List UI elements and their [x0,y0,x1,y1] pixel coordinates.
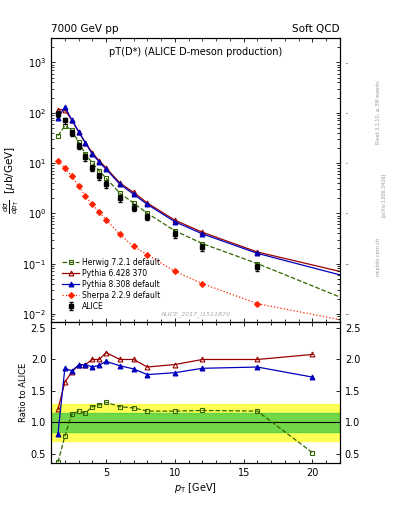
Pythia 8.308 default [173,219,177,225]
Sherpa 2.2.9 default [145,252,150,258]
Herwig 7.2.1 default [56,133,61,139]
Pythia 6.428 370 [118,180,122,186]
Pythia 6.428 370 [255,249,260,255]
Text: ALICE_2017_I1511870: ALICE_2017_I1511870 [160,312,231,317]
Pythia 6.428 370 [76,129,81,135]
Pythia 6.428 370 [97,158,101,164]
Herwig 7.2.1 default [131,200,136,206]
Herwig 7.2.1 default [145,210,150,217]
Pythia 6.428 370 [56,106,61,113]
Herwig 7.2.1 default [255,261,260,267]
Bar [51,403,340,441]
Pythia 8.308 default [104,166,108,173]
Herwig 7.2.1 default [200,241,205,247]
Herwig 7.2.1 default [76,139,81,145]
Herwig 7.2.1 default [97,168,101,174]
Pythia 8.308 default [131,191,136,197]
Sherpa 2.2.9 default [200,281,205,287]
Text: Rivet 3.1.10, ≥ 3M events: Rivet 3.1.10, ≥ 3M events [376,81,380,144]
Y-axis label: Ratio to ALICE: Ratio to ALICE [19,363,28,422]
Text: [arXiv:1306.3436]: [arXiv:1306.3436] [381,173,386,217]
Legend: Herwig 7.2.1 default, Pythia 6.428 370, Pythia 8.308 default, Sherpa 2.2.9 defau: Herwig 7.2.1 default, Pythia 6.428 370, … [61,257,162,312]
Herwig 7.2.1 default [365,305,370,311]
Sherpa 2.2.9 default [118,231,122,238]
Herwig 7.2.1 default [118,190,122,197]
Pythia 8.308 default [145,201,150,207]
Pythia 6.428 370 [145,200,150,206]
Sherpa 2.2.9 default [62,165,67,171]
Text: pT(D*) (ALICE D-meson production): pT(D*) (ALICE D-meson production) [109,47,282,57]
Y-axis label: $\frac{d\sigma}{dp_\mathrm{T}}$  [$\mu$b/GeV]: $\frac{d\sigma}{dp_\mathrm{T}}$ [$\mu$b/… [2,146,21,214]
Sherpa 2.2.9 default [131,243,136,249]
Pythia 6.428 370 [200,229,205,236]
Pythia 6.428 370 [365,275,370,281]
Sherpa 2.2.9 default [56,158,61,164]
Pythia 6.428 370 [83,140,88,146]
Pythia 8.308 default [56,115,61,121]
Sherpa 2.2.9 default [90,201,95,207]
Pythia 8.308 default [62,104,67,110]
Herwig 7.2.1 default [62,123,67,129]
Herwig 7.2.1 default [173,228,177,234]
Pythia 8.308 default [97,159,101,165]
Sherpa 2.2.9 default [104,217,108,223]
Sherpa 2.2.9 default [365,322,370,328]
Herwig 7.2.1 default [69,127,74,133]
Pythia 6.428 370 [104,165,108,171]
Pythia 6.428 370 [173,217,177,223]
Line: Sherpa 2.2.9 default: Sherpa 2.2.9 default [56,159,369,327]
Pythia 8.308 default [365,279,370,285]
Pythia 8.308 default [69,117,74,123]
Pythia 6.428 370 [131,189,136,196]
Pythia 8.308 default [255,250,260,257]
Pythia 8.308 default [200,231,205,237]
Bar [51,413,340,432]
Herwig 7.2.1 default [83,151,88,157]
Sherpa 2.2.9 default [76,183,81,189]
Herwig 7.2.1 default [104,175,108,181]
Text: 7000 GeV pp: 7000 GeV pp [51,24,119,34]
Sherpa 2.2.9 default [83,193,88,199]
Pythia 8.308 default [118,181,122,187]
Sherpa 2.2.9 default [97,209,101,216]
Sherpa 2.2.9 default [69,173,74,179]
Text: Soft QCD: Soft QCD [292,24,340,34]
Herwig 7.2.1 default [90,160,95,166]
Pythia 6.428 370 [62,106,67,113]
Text: mcplots.cern.ch: mcplots.cern.ch [376,237,380,275]
Pythia 6.428 370 [69,117,74,123]
Pythia 6.428 370 [90,150,95,156]
Sherpa 2.2.9 default [255,301,260,307]
Pythia 8.308 default [76,129,81,135]
Sherpa 2.2.9 default [173,268,177,274]
Line: Herwig 7.2.1 default: Herwig 7.2.1 default [55,123,370,311]
X-axis label: $p_\mathrm{T}$ [GeV]: $p_\mathrm{T}$ [GeV] [174,481,217,495]
Line: Pythia 8.308 default: Pythia 8.308 default [55,104,370,285]
Pythia 8.308 default [90,151,95,157]
Line: Pythia 6.428 370: Pythia 6.428 370 [55,107,370,281]
Pythia 8.308 default [83,140,88,146]
